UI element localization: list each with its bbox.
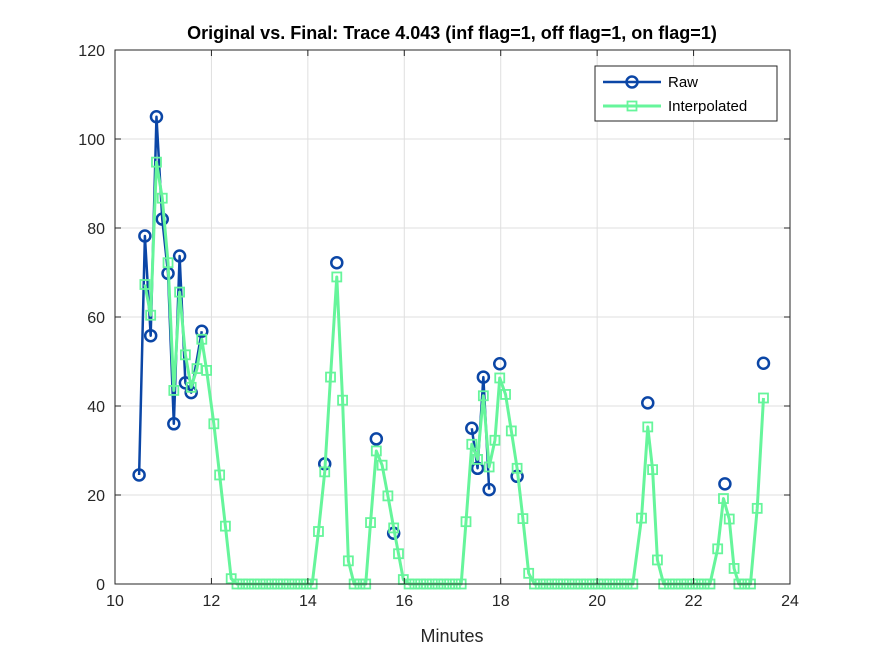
x-tick-label: 10 — [106, 593, 124, 610]
raw-point — [149, 110, 164, 124]
interpolated-point — [647, 464, 658, 476]
interpolated-point — [523, 567, 535, 579]
interpolated-point — [718, 493, 729, 504]
interpolated-point — [342, 555, 354, 567]
grid — [114, 49, 791, 585]
interpolated-point — [494, 372, 506, 384]
interpolated-point — [208, 418, 220, 430]
x-tick-label: 18 — [492, 593, 510, 610]
interpolated-point — [376, 459, 388, 471]
raw-point — [718, 477, 732, 491]
y-tick-label: 0 — [96, 577, 105, 594]
interpolated-point — [477, 390, 489, 402]
interpolated-point — [214, 469, 226, 481]
interpolated-point — [751, 502, 763, 514]
interpolated-point — [652, 554, 663, 566]
interpolated-point — [174, 286, 186, 298]
legend: Raw Interpolated — [594, 65, 778, 122]
interpolated-point — [337, 394, 348, 406]
chart-title: Original vs. Final: Trace 4.043 (inf fla… — [187, 23, 717, 43]
raw-point — [493, 356, 507, 371]
y-tick-label: 80 — [87, 221, 105, 238]
raw-point — [330, 255, 344, 270]
interpolated-point — [168, 385, 180, 396]
interpolated-point — [331, 271, 343, 283]
interpolated-point — [500, 389, 511, 400]
interpolated-point — [642, 421, 654, 433]
y-tick-label: 120 — [78, 43, 105, 60]
interpolated-point — [370, 445, 382, 457]
interpolated-point — [139, 279, 151, 290]
interpolated-point — [151, 156, 162, 168]
x-tick-label: 20 — [588, 593, 606, 610]
interpolated-point — [466, 438, 478, 450]
interpolated-point — [511, 462, 523, 474]
y-tick-label: 20 — [87, 488, 105, 505]
series-layer — [132, 110, 771, 590]
interpolated-line — [143, 160, 765, 586]
tick-labels: 10 12 14 16 18 20 22 24 0 20 40 60 80 100 120 — [78, 43, 799, 610]
raw-point — [470, 461, 485, 476]
interpolated-point — [489, 434, 501, 446]
interpolated-point — [319, 466, 331, 478]
raw-point — [756, 356, 771, 371]
y-tick-label: 40 — [87, 399, 105, 416]
raw-point — [195, 324, 209, 338]
interpolated-point — [382, 490, 394, 502]
raw-point — [167, 417, 181, 431]
interpolated-point — [460, 516, 472, 528]
raw-point — [138, 229, 152, 243]
series-interpolated — [139, 156, 769, 590]
interpolated-point — [517, 513, 529, 524]
interpolated-point — [313, 526, 324, 537]
x-tick-label: 16 — [395, 593, 413, 610]
raw-point — [132, 468, 146, 482]
x-tick-label: 14 — [299, 593, 317, 610]
interpolated-point — [325, 371, 336, 383]
interpolated-point — [388, 522, 400, 534]
x-tick-label: 12 — [203, 593, 221, 610]
interpolated-point — [393, 548, 404, 560]
legend-label: Interpolated — [668, 98, 747, 115]
interpolated-point — [162, 257, 174, 269]
interpolated-point — [723, 513, 735, 525]
raw-point — [143, 328, 158, 343]
axes — [114, 49, 791, 585]
interpolated-point — [472, 453, 483, 465]
y-tick-label: 60 — [87, 310, 105, 327]
x-tick-label: 22 — [685, 593, 703, 610]
raw-point — [476, 370, 491, 384]
raw-point — [172, 249, 187, 263]
interpolated-point — [196, 333, 208, 345]
y-tick-label: 100 — [78, 132, 105, 149]
interpolated-point — [185, 381, 197, 393]
raw-point — [369, 432, 384, 446]
interpolated-point — [145, 309, 157, 321]
interpolated-point — [505, 425, 517, 437]
interpolated-point — [156, 192, 168, 204]
legend-box — [594, 65, 778, 122]
interpolated-point — [365, 517, 376, 528]
interpolated-point — [728, 563, 740, 574]
interpolated-point — [636, 512, 647, 524]
x-axis-label: Minutes — [420, 626, 483, 646]
interpolated-point — [179, 349, 191, 361]
raw-point — [465, 421, 479, 435]
interpolated-point — [483, 461, 495, 473]
interpolated-point — [201, 364, 213, 376]
legend-marker — [626, 100, 638, 112]
x-tick-label: 24 — [781, 593, 799, 610]
raw-point — [482, 482, 496, 497]
series-raw — [132, 110, 771, 541]
legend-label: Raw — [668, 74, 698, 91]
interpolated-point — [220, 520, 231, 532]
raw-point — [641, 396, 655, 410]
interpolated-point — [712, 543, 724, 555]
legend-marker — [625, 75, 639, 89]
interpolated-point — [758, 392, 769, 404]
